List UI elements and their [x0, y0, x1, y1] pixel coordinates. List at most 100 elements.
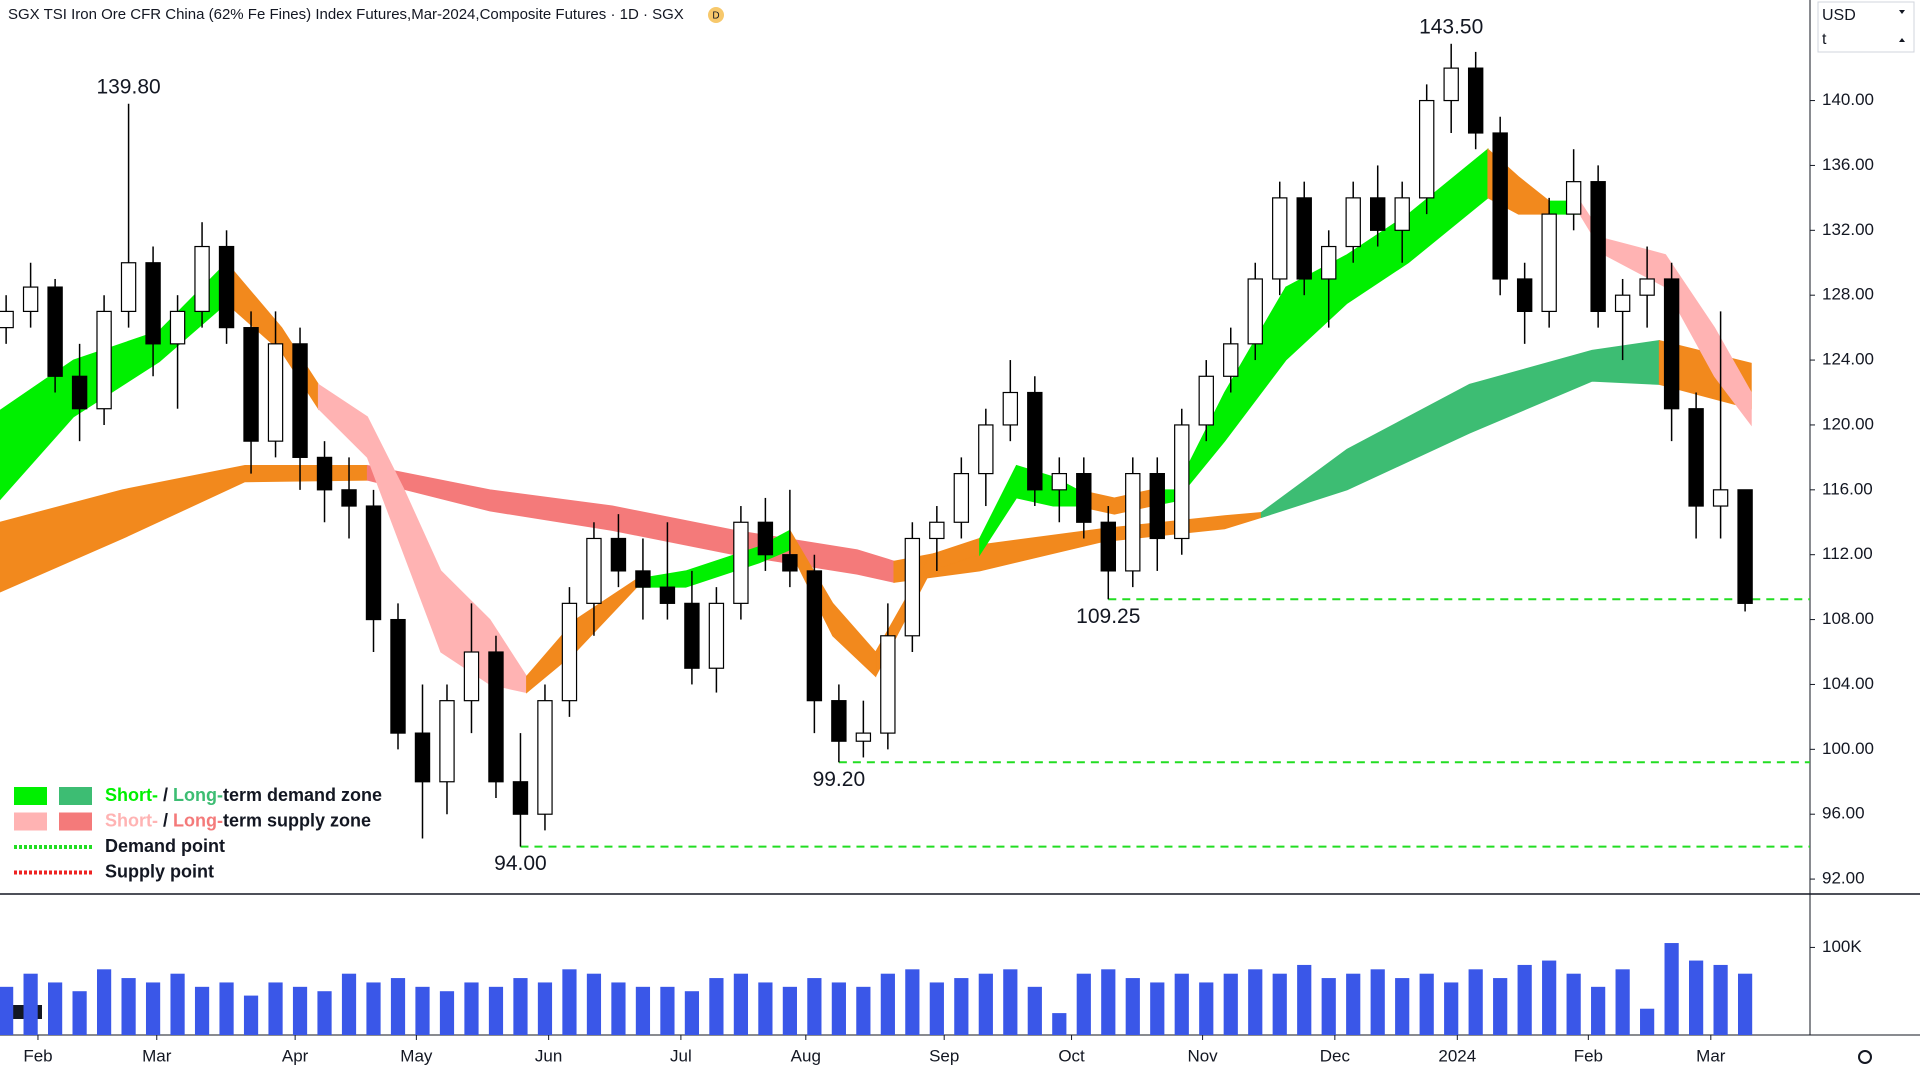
- candle-body: [953, 472, 970, 523]
- candle-body: [1737, 489, 1753, 604]
- volume-bar: [1076, 973, 1091, 1035]
- candle-body: [659, 586, 676, 604]
- volume-bar: [1542, 960, 1557, 1035]
- symbol-title: SGX TSI Iron Ore CFR China (62% Fe Fines…: [8, 6, 684, 23]
- legend-text-part: term demand zone: [223, 785, 382, 805]
- legend-text-part: Demand point: [105, 836, 225, 856]
- volume-bar: [243, 995, 259, 1035]
- candle-body: [341, 489, 357, 507]
- candle-body: [782, 554, 798, 572]
- volume-bar: [1248, 969, 1263, 1035]
- volume-bar: [1027, 986, 1042, 1035]
- candle-body: [1541, 213, 1557, 313]
- volume-bar: [635, 986, 651, 1035]
- currency[interactable]: USD: [1822, 7, 1856, 24]
- candle-body: [1002, 391, 1019, 426]
- y-tick-label: 92.00: [1822, 869, 1865, 888]
- volume-bar: [1591, 986, 1606, 1035]
- candle-body: [733, 521, 749, 604]
- volume-bar: [96, 969, 112, 1035]
- volume-bar: [1052, 1013, 1067, 1035]
- y-tick-label: 128.00: [1822, 285, 1874, 304]
- candle-body: [1345, 197, 1361, 248]
- candle-body: [1712, 489, 1729, 507]
- currency-box[interactable]: [1817, 1, 1915, 53]
- candle-body: [1418, 99, 1435, 199]
- y-tick-label: 100.00: [1822, 739, 1874, 758]
- candle-body: [1639, 278, 1655, 296]
- volume-bar: [439, 991, 455, 1035]
- candle-body: [316, 456, 333, 491]
- candle-body: [684, 602, 700, 669]
- badge-bg: [708, 7, 724, 23]
- volume-bar: [807, 978, 822, 1035]
- price-annotation: 109.25: [1076, 605, 1140, 628]
- volume-bar: [145, 982, 161, 1035]
- volume-bar: [194, 986, 210, 1035]
- volume-bar: [121, 978, 136, 1035]
- volume-bar: [464, 982, 479, 1035]
- legend-text-part: Supply point: [105, 861, 214, 881]
- volume-bar: [1272, 973, 1287, 1035]
- volume-bar: [268, 982, 283, 1035]
- candle-body: [1492, 132, 1508, 280]
- price-annotation: 139.80: [96, 75, 160, 98]
- y-tick-label: 104.00: [1822, 674, 1874, 693]
- volume-bar: [1199, 982, 1214, 1035]
- volume-bar: [1346, 973, 1361, 1035]
- x-tick-label: Jun: [535, 1046, 562, 1065]
- volume-bar: [1713, 964, 1728, 1035]
- volume-bar: [1125, 978, 1140, 1035]
- settings-icon[interactable]: [1858, 1050, 1872, 1064]
- x-tick-label: Aug: [791, 1046, 821, 1065]
- legend-text-part: /: [158, 785, 173, 805]
- candle-body: [1443, 67, 1459, 102]
- y-tick-label: 140.00: [1822, 90, 1874, 109]
- candle-body: [806, 570, 823, 702]
- price-annotation: 94.00: [494, 852, 547, 875]
- candle-body: [855, 732, 872, 742]
- volume-bar: [170, 973, 185, 1035]
- volume-bar: [978, 973, 993, 1035]
- x-tick-label: Nov: [1187, 1046, 1218, 1065]
- legend-text: Short- / Long-term demand zone: [105, 785, 382, 805]
- volume-bar: [1297, 964, 1312, 1035]
- legend-swatch: [14, 812, 47, 831]
- candle-body: [1125, 472, 1141, 572]
- legend-text-part: Short-: [105, 785, 158, 805]
- y-tick-label: 132.00: [1822, 220, 1874, 239]
- candle-body: [292, 343, 308, 458]
- unit[interactable]: t: [1822, 31, 1827, 48]
- legend-text: Demand point: [105, 836, 225, 856]
- legend-text-part: /: [158, 810, 173, 830]
- candle-body: [1516, 278, 1533, 313]
- candle-body: [0, 310, 14, 329]
- y-tick-label: 120.00: [1822, 414, 1874, 433]
- volume-bar: [611, 982, 626, 1035]
- volume-bar: [684, 991, 700, 1035]
- candle-body: [1272, 197, 1288, 280]
- y-tick-label: 112.00: [1822, 544, 1873, 563]
- candle-body: [1467, 67, 1484, 134]
- volume-bar: [1003, 969, 1018, 1035]
- volume-bar: [1223, 973, 1238, 1035]
- volume-bar: [1737, 973, 1753, 1035]
- candle-body: [243, 327, 259, 442]
- candle-body: [96, 310, 112, 410]
- candle-body: [880, 635, 896, 734]
- volume-bar: [1640, 1008, 1655, 1035]
- price-annotation: 99.20: [813, 768, 866, 791]
- volume-bar: [1395, 978, 1410, 1035]
- volume-bar: [782, 986, 797, 1035]
- candle-body: [1321, 245, 1337, 280]
- candle-body: [1296, 197, 1312, 280]
- legend-text-part: Long-: [173, 785, 223, 805]
- volume-bar: [48, 982, 63, 1035]
- candle-body: [512, 781, 529, 815]
- x-tick-label: Feb: [1574, 1046, 1603, 1065]
- volume-bar: [1664, 943, 1679, 1035]
- y-tick-label: 124.00: [1822, 350, 1874, 369]
- candle-body: [978, 424, 994, 475]
